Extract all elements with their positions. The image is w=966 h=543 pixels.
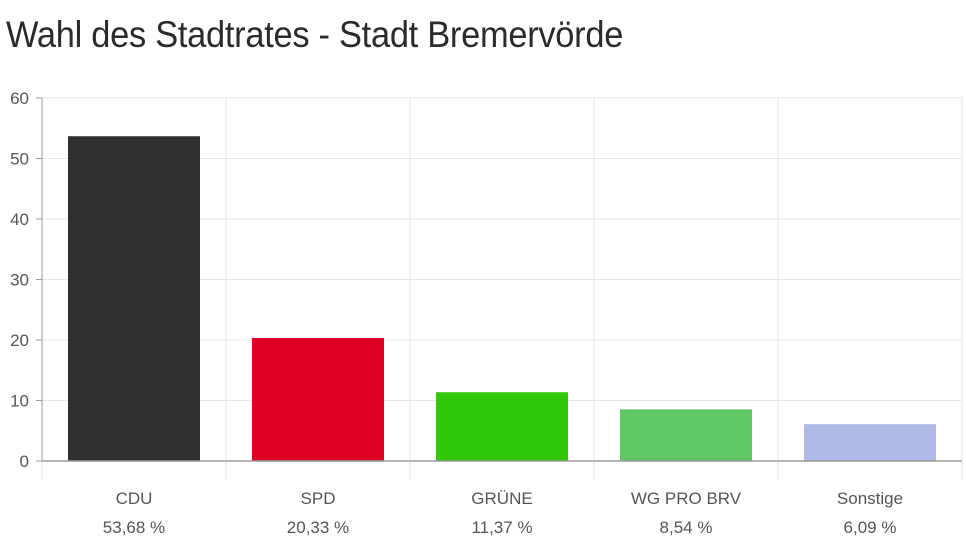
- y-tick-label: 20: [10, 331, 29, 350]
- y-tick-label: 40: [10, 210, 29, 229]
- x-category-label: SPD: [301, 489, 336, 508]
- bars: [68, 136, 936, 461]
- bar-value-label: 53,68 %: [103, 518, 165, 537]
- x-category-label: Sonstige: [837, 489, 903, 508]
- y-tick-label: 30: [10, 271, 29, 290]
- bar-sonstige: [804, 424, 936, 461]
- x-category-label: GRÜNE: [471, 489, 532, 508]
- bar-cdu: [68, 136, 200, 461]
- bar-value-label: 20,33 %: [287, 518, 349, 537]
- bar-gr-ne: [436, 392, 568, 461]
- chart-title: Wahl des Stadtrates - Stadt Bremervörde: [6, 14, 624, 55]
- x-axis: CDU 53,68 % SPD 20,33 % GRÜNE 11,37 % WG PRO B…: [41, 460, 963, 537]
- x-category-label: CDU: [116, 489, 153, 508]
- y-tick-label: 10: [10, 392, 29, 411]
- bar-spd: [252, 338, 384, 461]
- bar-value-label: 11,37 %: [471, 518, 532, 537]
- bar-value-label: 6,09 %: [844, 518, 897, 537]
- y-tick-label: 50: [10, 150, 29, 169]
- x-category-label: WG PRO BRV: [631, 489, 742, 508]
- bar-value-label: 8,54 %: [660, 518, 713, 537]
- y-axis: 0 10 20 30 40 50 60: [10, 89, 43, 471]
- y-tick-label: 60: [10, 89, 29, 108]
- y-tick-label: 0: [20, 452, 29, 471]
- bar-wg-pro-brv: [620, 409, 752, 461]
